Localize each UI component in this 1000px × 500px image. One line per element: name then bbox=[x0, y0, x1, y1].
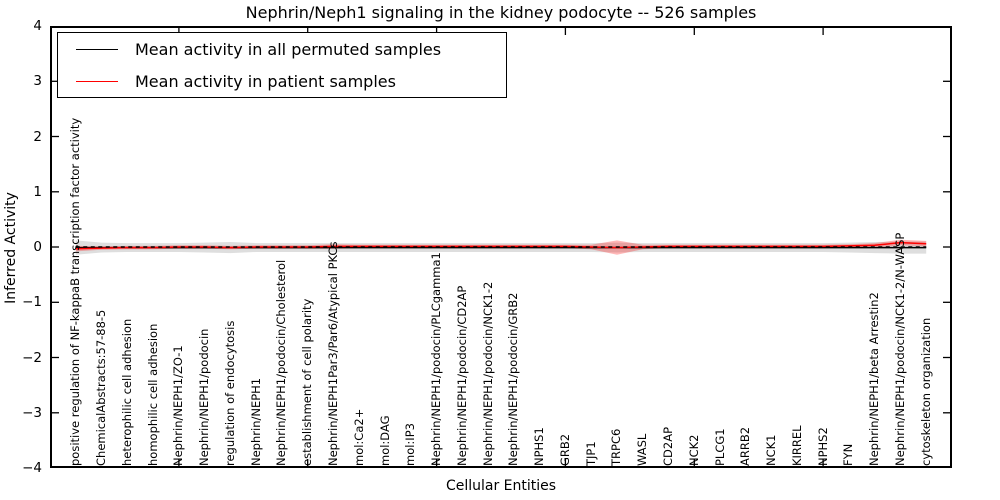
entity-label: TRPC6 bbox=[609, 428, 624, 466]
entity-label: mol:DAG bbox=[377, 415, 392, 466]
entity-label: Nephrin/NEPH1/podocin/Cholesterol bbox=[274, 259, 289, 466]
legend-item-label: Mean activity in patient samples bbox=[135, 71, 396, 91]
entity-label: ARRB2 bbox=[738, 426, 753, 466]
entity-label: Nephrin/NEPH1 bbox=[248, 377, 263, 466]
y-tick-label: 1 bbox=[33, 183, 42, 200]
entity-label: Nephrin/NEPH1/podocin/NCK1-2/N-WASP bbox=[892, 232, 907, 466]
entity-label: cytoskeleton organization bbox=[918, 317, 933, 466]
entity-label: regulation of endocytosis bbox=[222, 320, 237, 466]
legend-item: Mean activity in all permuted samples bbox=[58, 34, 506, 64]
chart-title: Nephrin/Neph1 signaling in the kidney po… bbox=[245, 3, 757, 22]
entity-label: WASL bbox=[635, 433, 650, 466]
x-axis-label: Cellular Entities bbox=[445, 478, 557, 494]
entity-label: NPHS2 bbox=[815, 427, 830, 466]
entity-label: Nephrin/NEPH1/podocin bbox=[197, 328, 212, 466]
y-tick-label: 0 bbox=[33, 239, 42, 255]
entity-label: NPHS1 bbox=[532, 427, 547, 466]
entity-label: Nephrin/NEPH1/podocin/CD2AP bbox=[454, 285, 469, 466]
entity-label: heterophilic cell adhesion bbox=[119, 318, 134, 466]
y-tick-label: −3 bbox=[22, 404, 42, 421]
entity-label: CD2AP bbox=[661, 426, 675, 466]
entity-label: mol:IP3 bbox=[403, 423, 418, 466]
y-axis-label: Inferred Activity bbox=[3, 192, 19, 304]
y-tick-label: 3 bbox=[33, 73, 42, 90]
entity-label: PLCG1 bbox=[712, 428, 727, 466]
entity-label: homophilic cell adhesion bbox=[145, 323, 160, 466]
entity-label: Nephrin/NEPH1/ZO-1 bbox=[171, 345, 186, 466]
entity-label: Nephrin/NEPH1/beta Arrestin2 bbox=[867, 292, 882, 466]
entity-label: NCK2 bbox=[686, 434, 701, 467]
y-tick-label: 2 bbox=[33, 128, 42, 145]
y-tick-label: 4 bbox=[33, 18, 42, 34]
entity-label: GRB2 bbox=[557, 433, 572, 466]
y-tick-label: −2 bbox=[22, 349, 42, 366]
entity-label: Nephrin/NEPH1/podocin/PLCgamma1 bbox=[429, 252, 444, 466]
entity-label: positive regulation of NF-kappaB transcr… bbox=[68, 117, 83, 466]
entity-label: establishment of cell polarity bbox=[300, 298, 315, 466]
entity-label: Nephrin/NEPH1/podocin/GRB2 bbox=[506, 292, 521, 466]
permuted-line-icon bbox=[76, 48, 118, 50]
y-tick-label: −4 bbox=[22, 460, 42, 476]
legend-item-label: Mean activity in all permuted samples bbox=[135, 39, 442, 59]
entity-label: FYN bbox=[841, 443, 856, 466]
y-tick-label: −1 bbox=[22, 294, 42, 311]
entity-label: Nephrin/NEPH1Par3/Par6/Atypical PKCs bbox=[325, 241, 340, 466]
entity-label: KIRREL bbox=[789, 425, 804, 466]
entity-label: NCK1 bbox=[764, 434, 779, 467]
patient-line-icon bbox=[76, 80, 118, 82]
legend-item: Mean activity in patient samples bbox=[58, 66, 506, 96]
chart-canvas bbox=[50, 26, 952, 468]
entity-label: TJP1 bbox=[583, 441, 598, 466]
entity-label: ChemicalAbstracts:57-88-5 bbox=[94, 309, 109, 466]
entity-label: mol:Ca2+ bbox=[351, 408, 366, 466]
legend: Mean activity in all permuted samples Me… bbox=[57, 32, 507, 98]
entity-label: Nephrin/NEPH1/podocin/NCK1-2 bbox=[480, 281, 495, 466]
